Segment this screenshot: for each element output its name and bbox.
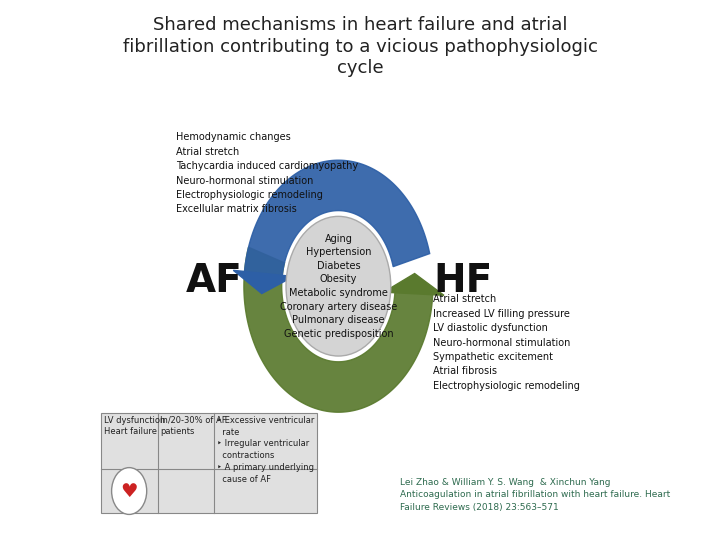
Text: LV dysfunction /
Heart failure: LV dysfunction / Heart failure	[104, 416, 171, 436]
Text: ‣ Excessive ventricular
  rate
‣ Irregular ventricular
  contractions
‣ A primar: ‣ Excessive ventricular rate ‣ Irregular…	[217, 416, 314, 484]
Text: Hemodynamic changes
Atrial stretch
Tachycardia induced cardiomyopathy
Neuro-horm: Hemodynamic changes Atrial stretch Tachy…	[176, 132, 359, 214]
Ellipse shape	[112, 468, 147, 515]
FancyBboxPatch shape	[101, 413, 317, 513]
Text: Shared mechanisms in heart failure and atrial
fibrillation contributing to a vic: Shared mechanisms in heart failure and a…	[122, 16, 598, 77]
Text: ♥: ♥	[120, 482, 138, 501]
Text: HF: HF	[433, 262, 492, 300]
Polygon shape	[233, 271, 294, 294]
Text: In 20-30% of AF
patients: In 20-30% of AF patients	[160, 416, 227, 436]
Text: Lei Zhao & William Y. S. Wang  & Xinchun Yang
Anticoagulation in atrial fibrilla: Lei Zhao & William Y. S. Wang & Xinchun …	[400, 478, 671, 512]
Ellipse shape	[286, 217, 391, 356]
Text: Aging
Hypertension
Diabetes
Obesity
Metabolic syndrome
Coronary artery disease
P: Aging Hypertension Diabetes Obesity Meta…	[280, 234, 397, 339]
Polygon shape	[244, 160, 430, 280]
Polygon shape	[244, 247, 433, 412]
Polygon shape	[384, 274, 444, 295]
Text: Atrial stretch
Increased LV filling pressure
LV diastolic dysfunction
Neuro-horm: Atrial stretch Increased LV filling pres…	[433, 294, 580, 391]
Text: AF: AF	[186, 262, 243, 300]
